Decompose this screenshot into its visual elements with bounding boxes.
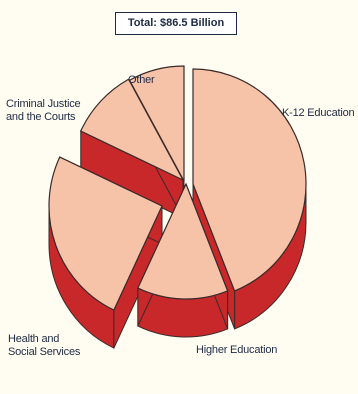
label-health-social: Health and Social Services — [8, 333, 81, 358]
label-other: Other — [128, 74, 155, 86]
label-higher-education: Higher Education — [196, 344, 278, 356]
slice-health-and-social-services — [48, 156, 163, 311]
slice-criminal-justice-and-the-courts — [79, 78, 185, 182]
slice-higher-education — [137, 182, 229, 300]
label-criminal-justice: Criminal Justice and the Courts — [6, 98, 81, 123]
label-k12: K-12 Education — [282, 107, 355, 119]
slice-k-12-education — [192, 68, 307, 292]
chart-title: Total: $86.5 Billion — [115, 12, 237, 35]
